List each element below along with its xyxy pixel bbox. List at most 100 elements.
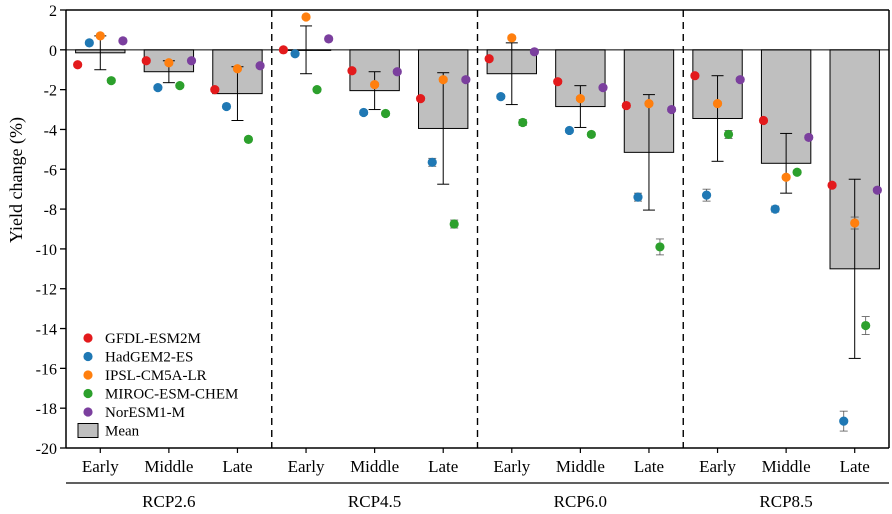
data-point xyxy=(598,83,608,93)
y-tick-label: -16 xyxy=(36,361,57,378)
legend-marker xyxy=(83,333,93,343)
data-point xyxy=(655,242,665,252)
data-point xyxy=(827,180,837,190)
data-point xyxy=(141,56,151,66)
x-tick-label: Late xyxy=(840,457,870,476)
data-point xyxy=(427,157,437,167)
group-label: RCP8.5 xyxy=(759,492,812,511)
y-tick-label: -2 xyxy=(44,83,57,100)
data-point xyxy=(153,83,163,93)
x-tick-label: Middle xyxy=(762,457,811,476)
data-point xyxy=(804,132,814,143)
data-point xyxy=(73,60,83,70)
data-point xyxy=(84,38,94,48)
x-tick-label: Late xyxy=(428,457,458,476)
data-point xyxy=(758,115,769,126)
y-axis-label: Yield change (%) xyxy=(6,117,27,243)
legend-marker xyxy=(83,388,93,399)
data-point xyxy=(666,104,677,115)
data-point xyxy=(644,98,654,109)
group-label: RCP4.5 xyxy=(348,492,401,511)
data-point xyxy=(586,129,596,140)
data-point xyxy=(770,204,780,214)
data-point xyxy=(164,58,174,68)
y-tick-label: -6 xyxy=(44,162,57,179)
data-point xyxy=(633,192,643,202)
legend-marker xyxy=(77,423,99,438)
x-tick-label: Early xyxy=(82,457,119,476)
data-point xyxy=(839,416,849,426)
data-point xyxy=(255,61,265,71)
x-tick-label: Middle xyxy=(144,457,193,476)
axes: 2 0 -2 -4 -6 -8 -10 -12 -14 -16 -18 -20 Early Middle L… xyxy=(36,3,890,511)
y-tick-label: -12 xyxy=(36,282,57,299)
y-tick-label: 0 xyxy=(49,43,57,60)
data-point xyxy=(449,219,459,229)
x-tick-label: Late xyxy=(634,457,664,476)
legend-marker xyxy=(83,370,93,380)
data-point xyxy=(723,129,734,140)
data-point xyxy=(529,47,540,57)
legend-marker xyxy=(83,407,93,417)
data-point xyxy=(507,33,517,43)
data-point xyxy=(461,75,471,85)
legend-label: Mean xyxy=(105,424,140,440)
data-point xyxy=(370,80,380,90)
x-tick-label: Early xyxy=(493,457,530,476)
data-point xyxy=(210,85,220,95)
legend-label: HadGEM2-ES xyxy=(105,350,193,366)
y-tick-label: -10 xyxy=(36,242,57,259)
data-point xyxy=(438,75,448,85)
data-point xyxy=(106,76,116,86)
data-point xyxy=(415,93,426,104)
data-point xyxy=(781,172,791,182)
y-tick-label: -20 xyxy=(36,441,57,458)
y-tick-label: -4 xyxy=(44,122,57,139)
legend-marker xyxy=(83,351,93,362)
legend-label: GFDL-ESM2M xyxy=(105,331,201,347)
data-point xyxy=(312,85,322,95)
data-point xyxy=(735,75,745,85)
y-tick-label: -18 xyxy=(36,401,57,418)
y-tick-label: -8 xyxy=(44,202,57,219)
data-point xyxy=(301,12,311,22)
data-point xyxy=(290,49,300,59)
x-tick-label: Middle xyxy=(556,457,605,476)
legend-label: NorESM1-M xyxy=(105,405,185,421)
data-point xyxy=(392,67,402,77)
data-point xyxy=(359,107,369,118)
data-point xyxy=(518,117,528,128)
data-point xyxy=(553,77,563,87)
x-tick-label: Middle xyxy=(350,457,399,476)
x-tick-label: Late xyxy=(222,457,252,476)
data-point xyxy=(243,134,254,145)
data-point xyxy=(496,92,506,102)
data-point xyxy=(221,101,232,112)
data-point xyxy=(564,125,575,136)
data-point xyxy=(278,45,289,55)
data-point xyxy=(484,54,494,64)
data-point xyxy=(175,81,185,91)
legend-label: MIROC-ESM-CHEM xyxy=(105,387,238,403)
data-point xyxy=(712,98,723,109)
data-point xyxy=(621,100,631,111)
group-label: RCP6.0 xyxy=(554,492,607,511)
group-label: RCP2.6 xyxy=(142,492,195,511)
axis-labels: Yield change (%) xyxy=(6,117,27,243)
data-point xyxy=(232,64,243,74)
y-tick-label: -14 xyxy=(36,322,57,339)
data-point xyxy=(324,34,334,44)
data-point xyxy=(701,190,712,200)
data-point xyxy=(861,320,871,331)
data-point xyxy=(95,31,105,41)
data-point xyxy=(690,71,700,81)
data-point xyxy=(118,36,128,46)
data-point xyxy=(380,108,391,119)
model-points xyxy=(73,12,882,432)
x-tick-label: Early xyxy=(288,457,325,476)
data-point xyxy=(186,56,197,66)
data-point xyxy=(792,167,802,177)
legend-label: IPSL-CM5A-LR xyxy=(105,368,207,384)
data-point xyxy=(872,185,882,195)
